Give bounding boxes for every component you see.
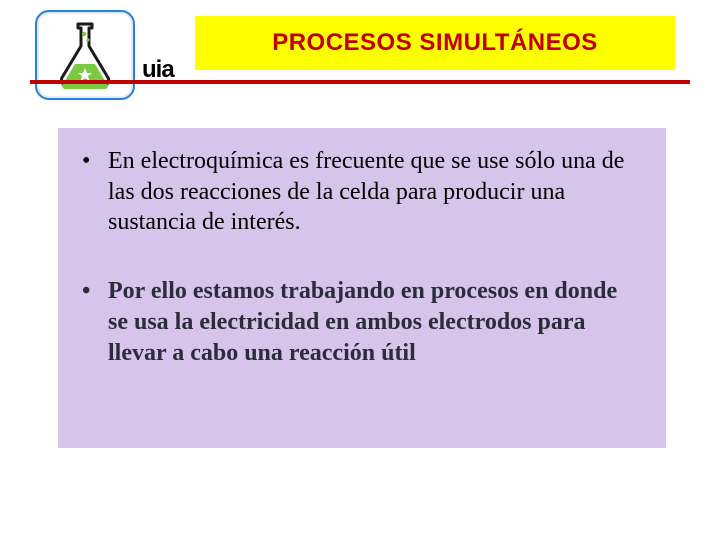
slide-title: PROCESOS SIMULTÁNEOS <box>195 16 675 70</box>
bullet-item: En electroquímica es frecuente que se us… <box>68 146 636 238</box>
logo-box <box>35 10 135 100</box>
content-box: En electroquímica es frecuente que se us… <box>58 128 666 448</box>
bullet-list: En electroquímica es frecuente que se us… <box>68 146 636 368</box>
bullet-item: Por ello estamos trabajando en procesos … <box>68 276 636 368</box>
slide-header: uia PROCESOS SIMULTÁNEOS <box>0 0 720 110</box>
header-divider <box>30 80 690 84</box>
